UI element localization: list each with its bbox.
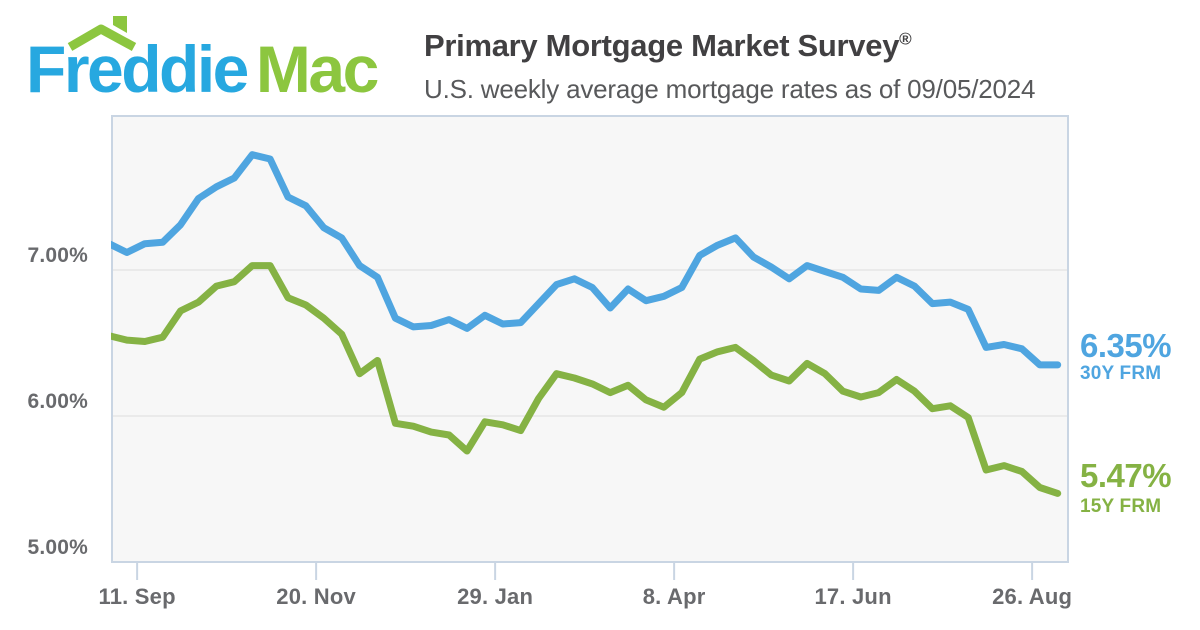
- logo-word-mac: Mac: [255, 32, 379, 106]
- y-axis-label-7: 7.00%: [27, 244, 88, 267]
- current-rate-15y: 5.47%: [1080, 457, 1172, 494]
- x-axis-label-jan: 29. Jan: [457, 584, 534, 609]
- x-axis-label-aug: 26. Aug: [992, 584, 1073, 609]
- x-axis-label-nov: 20. Nov: [276, 584, 356, 609]
- x-axis-ticks: [136, 563, 1034, 580]
- plot-area: [111, 115, 1069, 563]
- series-label-15y: 15Y FRM: [1080, 496, 1162, 517]
- logo-word-freddie: Freddie: [26, 32, 249, 106]
- freddie-mac-logo: Freddie Mac: [26, 36, 379, 102]
- series-label-30y: 30Y FRM: [1080, 363, 1162, 384]
- y-axis-label-6: 6.00%: [27, 390, 88, 413]
- x-axis-label-sep: 11. Sep: [98, 584, 176, 609]
- page-title: Primary Mortgage Market Survey®: [424, 28, 912, 63]
- registered-mark: ®: [899, 29, 912, 49]
- page-subtitle: U.S. weekly average mortgage rates as of…: [424, 74, 1036, 104]
- line-30y-frm: [111, 151, 1062, 369]
- x-axis-label-apr: 8. Apr: [642, 584, 706, 609]
- current-rate-30y: 6.35%: [1080, 327, 1172, 364]
- line-15y-frm: [111, 262, 1062, 497]
- y-axis-label-5: 5.00%: [27, 536, 88, 559]
- x-axis-label-jun: 17. Jun: [814, 584, 892, 609]
- roof-chimney-icon: [67, 16, 137, 51]
